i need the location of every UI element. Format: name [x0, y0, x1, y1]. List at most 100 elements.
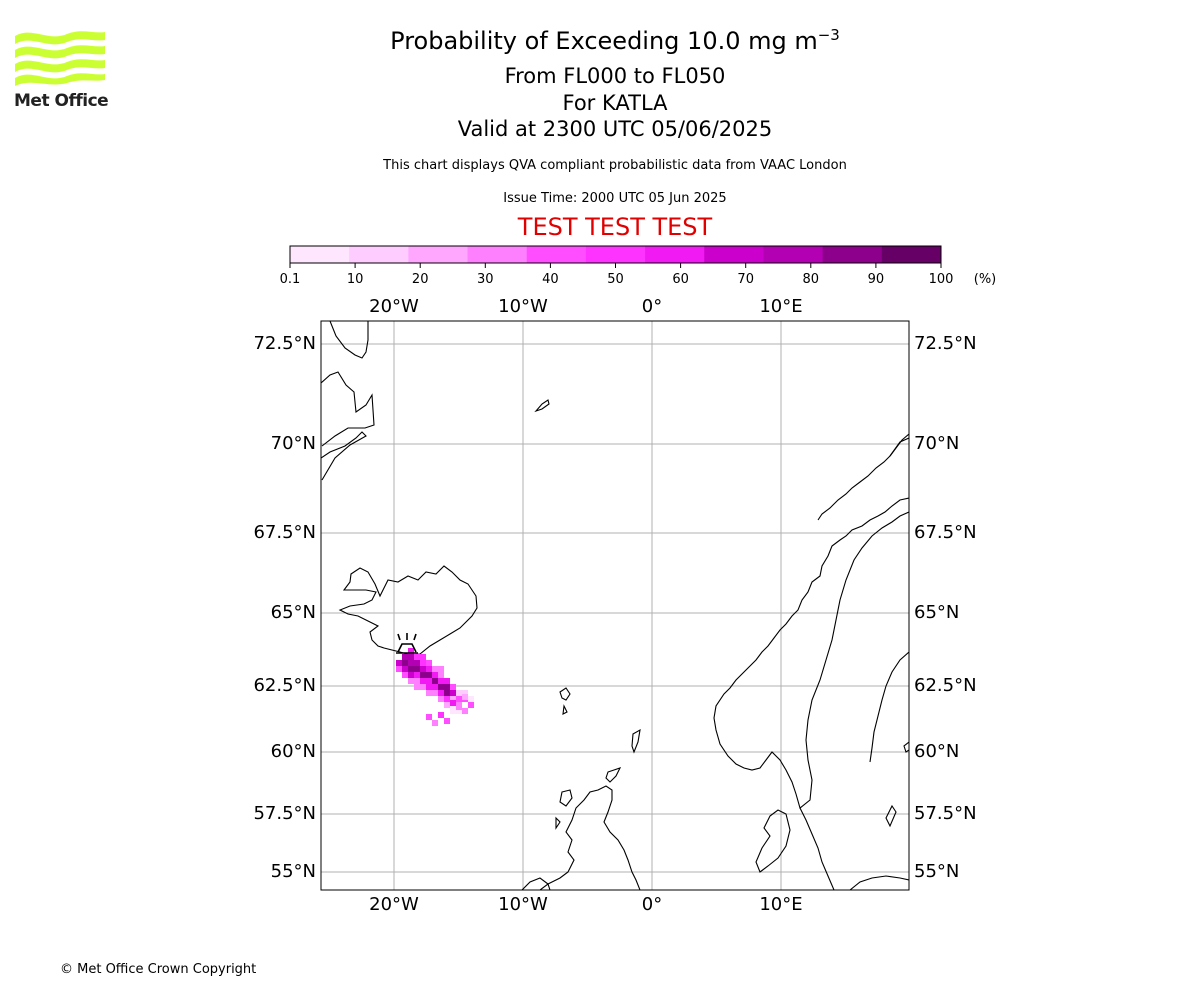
plume-cell — [426, 678, 432, 684]
plume-cell — [420, 654, 426, 660]
plume-cell — [426, 714, 432, 720]
plume-cell — [402, 654, 408, 660]
plume-cell — [438, 666, 444, 672]
plume-cell — [432, 720, 438, 726]
plume-cell — [426, 690, 432, 696]
colorbar-cell — [645, 246, 705, 263]
plume-cell — [414, 654, 420, 660]
coastlines — [321, 321, 909, 890]
plume-cell — [408, 654, 414, 660]
volcano-name: For KATLA — [562, 91, 668, 115]
lat-label-right: 67.5°N — [914, 522, 977, 543]
colorbar-tick-label: 20 — [412, 272, 429, 287]
plume-cell — [420, 672, 426, 678]
plume-cell — [450, 690, 456, 696]
plume-cell — [438, 684, 444, 690]
plume-cell — [468, 702, 474, 708]
colorbar-cell — [704, 246, 764, 263]
plume-cell — [426, 672, 432, 678]
plume-cell — [408, 648, 414, 654]
plume-cell — [414, 672, 420, 678]
plume-cell — [456, 690, 462, 696]
plume-cell — [456, 696, 462, 702]
lat-label-right: 55°N — [914, 861, 959, 882]
lon-label-bottom: 10°W — [498, 894, 548, 915]
colorbar-tick-label: 60 — [672, 272, 689, 287]
plume-cell — [456, 704, 462, 710]
colorbar-cell — [881, 246, 942, 263]
plume-cell — [426, 660, 432, 666]
plume-cell — [444, 678, 450, 684]
plume-cell — [402, 672, 408, 678]
colorbar-tick-label: 0.1 — [280, 272, 301, 287]
copyright-notice: © Met Office Crown Copyright — [60, 962, 257, 977]
plume-cell — [420, 678, 426, 684]
colorbar-cell — [526, 246, 587, 263]
plume-cell — [402, 660, 408, 666]
plume-cell — [444, 690, 450, 696]
plume-cell — [420, 666, 426, 672]
plume-cell — [420, 660, 426, 666]
plume-cell — [462, 690, 468, 696]
plume-cell — [432, 690, 438, 696]
lat-label-left: 67.5°N — [253, 522, 316, 543]
colorbar-cell — [467, 246, 528, 263]
colorbar-cell — [408, 246, 469, 263]
colorbar-cell — [822, 246, 883, 263]
issue-time: Issue Time: 2000 UTC 05 Jun 2025 — [503, 191, 727, 206]
plume-cell — [450, 684, 456, 690]
graticule — [321, 321, 909, 890]
lon-label-top: 20°W — [369, 296, 419, 317]
plume-cell — [426, 666, 432, 672]
lat-label-left: 60°N — [271, 741, 316, 762]
test-banner: TEST TEST TEST — [517, 213, 713, 241]
lat-label-left: 62.5°N — [253, 675, 316, 696]
met-office-logo — [15, 31, 105, 86]
valid-time: Valid at 2300 UTC 05/06/2025 — [457, 117, 773, 141]
lat-label-right: 57.5°N — [914, 803, 977, 824]
lat-label-right: 60°N — [914, 741, 959, 762]
volcano-icon — [396, 633, 418, 654]
colorbar-tick-label: 100 — [929, 272, 954, 287]
plume-cell — [408, 678, 414, 684]
colorbar-cell — [763, 246, 824, 263]
plume-cell — [408, 666, 414, 672]
colorbar-tick-label: 10 — [347, 272, 364, 287]
plume-cell — [438, 678, 444, 684]
map: 20°W 10°W 0° 10°E 20°W 10°W 0° 10°E 72.5… — [253, 296, 977, 915]
lat-label-right: 65°N — [914, 602, 959, 623]
plume-cell — [444, 718, 450, 724]
lon-label-top: 0° — [642, 296, 662, 317]
colorbar-tick-label: 40 — [542, 272, 559, 287]
lat-label-right: 70°N — [914, 433, 959, 454]
plume-cell — [414, 660, 420, 666]
plume-cell — [432, 666, 438, 672]
plume-cell — [468, 696, 474, 702]
colorbar: 0.1 10 20 30 40 50 60 70 80 90 100 (%) — [280, 245, 996, 287]
lon-label-top: 10°W — [498, 296, 548, 317]
plume-cell — [444, 684, 450, 690]
ash-probability-plume — [396, 648, 474, 726]
colorbar-tick-label: 90 — [868, 272, 885, 287]
lat-label-left: 55°N — [271, 861, 316, 882]
colorbar-tick-label: 70 — [737, 272, 754, 287]
lat-label-right: 62.5°N — [914, 675, 977, 696]
plume-cell — [396, 660, 402, 666]
plume-cell — [450, 700, 456, 706]
lat-label-left: 72.5°N — [253, 333, 316, 354]
plume-cell — [462, 708, 468, 714]
plume-cell — [456, 708, 462, 714]
plume-cell — [414, 678, 420, 684]
plume-cell — [420, 684, 426, 690]
plume-cell — [414, 666, 420, 672]
colorbar-cell — [585, 246, 646, 263]
disclaimer: This chart displays QVA compliant probab… — [383, 158, 847, 173]
lat-label-left: 57.5°N — [253, 803, 316, 824]
lon-label-bottom: 20°W — [369, 894, 419, 915]
lon-label-bottom: 10°E — [759, 894, 802, 915]
lat-label-left: 65°N — [271, 602, 316, 623]
lat-label-left: 70°N — [271, 433, 316, 454]
colorbar-tick-label: 80 — [803, 272, 820, 287]
colorbar-tick-label: 30 — [477, 272, 494, 287]
plume-cell — [438, 690, 444, 696]
